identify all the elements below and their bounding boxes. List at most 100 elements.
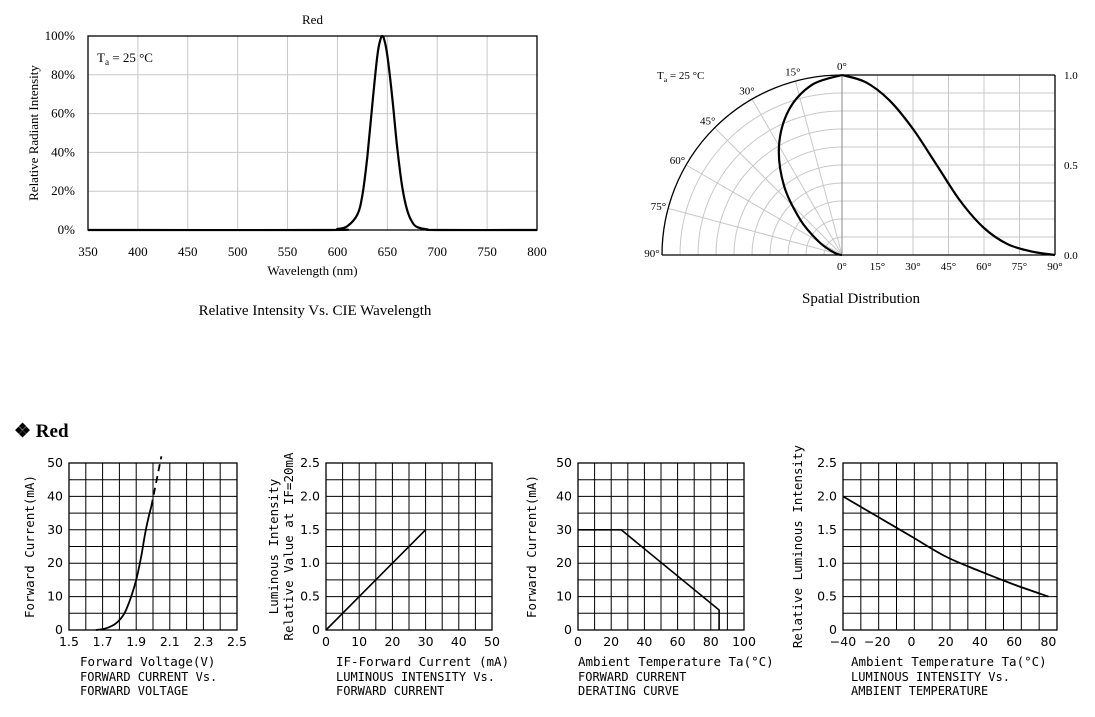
- data-curve: [325, 529, 427, 631]
- y-tick-label: 0.5: [1064, 160, 1078, 172]
- y-axis-label: Relative Luminous Intensity: [790, 444, 805, 648]
- x-tick-label: 75°: [1012, 261, 1027, 273]
- x-tick-label: −40: [830, 634, 856, 649]
- polar-outer-arc: [661, 74, 843, 256]
- y-tick-label: 30: [47, 522, 63, 537]
- x-tick-label: 40: [972, 634, 988, 649]
- chart-caption: LUMINOUS INTENSITY Vs.: [851, 670, 1010, 684]
- spectrum-curve: [87, 34, 538, 232]
- y-tick-label: 0.5: [817, 589, 837, 604]
- x-tick-label: 450: [178, 244, 198, 259]
- x-tick-label: 0: [322, 634, 330, 649]
- angle-label: 30°: [739, 85, 754, 97]
- x-tick-label: 60: [1006, 634, 1022, 649]
- x-axis-label: Ambient Temperature Ta(°C): [578, 654, 774, 669]
- y-tick-label: 60%: [51, 106, 75, 121]
- y-axis-label: Forward Current(mA): [22, 475, 37, 618]
- x-tick-label: 650: [378, 244, 398, 259]
- x-tick-label: 60°: [976, 261, 991, 273]
- y-tick-label: 0.5: [300, 589, 320, 604]
- x-tick-label: 750: [477, 244, 497, 259]
- y-tick-label: 1.0: [1064, 70, 1078, 82]
- polar-lobe-curve: [777, 73, 843, 257]
- y-tick-label: 20: [47, 555, 63, 570]
- y-tick-label: 100%: [45, 28, 76, 43]
- diamond-bullet-icon: ❖: [14, 421, 32, 442]
- y-tick-label: 0.0: [1064, 250, 1078, 262]
- x-tick-label: 40: [451, 634, 467, 649]
- chart-caption: DERATING CURVE: [578, 684, 679, 698]
- y-axis-label: Relative Value at IF=20mA: [281, 452, 296, 641]
- grid-radial: [751, 98, 843, 256]
- y-axis-label: Forward Current(mA): [524, 475, 539, 618]
- x-tick-label: 350: [78, 244, 98, 259]
- data-curve: [842, 495, 1049, 598]
- chart-caption: Spatial Distribution: [802, 291, 920, 307]
- y-tick-label: 2.5: [300, 455, 320, 470]
- x-tick-label: 0°: [837, 261, 847, 273]
- x-tick-label: 800: [527, 244, 547, 259]
- plot-frame: [577, 462, 745, 631]
- y-tick-label: 0: [829, 622, 837, 637]
- x-tick-label: 1.5: [59, 634, 79, 649]
- x-axis-label: Wavelength (nm): [267, 263, 357, 278]
- angle-label: 0°: [837, 61, 847, 73]
- data-curve: [95, 506, 153, 631]
- y-axis-label: Relative Radiant Intensity: [26, 65, 41, 201]
- x-tick-label: 2.5: [227, 634, 247, 649]
- grid-radial: [794, 81, 843, 256]
- y-tick-label: 40%: [51, 144, 75, 159]
- chart-title: Red: [302, 12, 323, 27]
- x-tick-label: 1.9: [126, 634, 146, 649]
- y-tick-label: 20: [556, 555, 572, 570]
- grid-radial: [668, 207, 843, 256]
- x-tick-label: 2.3: [193, 634, 213, 649]
- plot-frame: [68, 462, 238, 631]
- y-tick-label: 20%: [51, 183, 75, 198]
- y-tick-label: 2.0: [300, 488, 320, 503]
- x-tick-label: 500: [228, 244, 248, 259]
- y-tick-label: 1.5: [817, 522, 837, 537]
- x-tick-label: 30: [418, 634, 434, 649]
- angle-label: 15°: [785, 66, 800, 78]
- y-tick-label: 1.0: [817, 555, 837, 570]
- x-tick-label: 400: [128, 244, 148, 259]
- x-tick-label: 0: [908, 634, 916, 649]
- x-tick-label: 30°: [905, 261, 920, 273]
- x-tick-label: 700: [427, 244, 447, 259]
- x-tick-label: 20: [938, 634, 954, 649]
- y-tick-label: 40: [47, 488, 63, 503]
- x-tick-label: 90°: [1047, 261, 1062, 273]
- y-tick-label: 2.0: [817, 488, 837, 503]
- section-title: Red: [35, 421, 69, 442]
- x-axis-label: Ambient Temperature Ta(°C): [851, 654, 1047, 669]
- y-axis-label: Luminous Intensity: [266, 478, 281, 614]
- chart-caption: FORWARD CURRENT: [336, 684, 444, 698]
- chart-caption: LUMINOUS INTENSITY Vs.: [336, 670, 495, 684]
- y-tick-label: 10: [47, 589, 63, 604]
- x-axis-label: IF-Forward Current (mA): [336, 654, 509, 669]
- y-tick-label: 1.0: [300, 555, 320, 570]
- temperature-annotation: Ta = 25 °C: [657, 70, 704, 84]
- x-tick-label: 10: [351, 634, 367, 649]
- y-tick-label: 1.5: [300, 522, 320, 537]
- temperature-annotation: Ta = 25 °C: [97, 50, 153, 67]
- x-tick-label: 600: [328, 244, 348, 259]
- x-tick-label: 20: [384, 634, 400, 649]
- y-tick-label: 50: [556, 455, 572, 470]
- x-tick-label: 80: [1040, 634, 1056, 649]
- angle-label: 60°: [670, 155, 685, 167]
- y-tick-label: 0%: [58, 222, 76, 237]
- x-tick-label: 0: [574, 634, 582, 649]
- x-tick-label: 550: [278, 244, 298, 259]
- y-tick-label: 2.5: [817, 455, 837, 470]
- chart-caption: Relative Intensity Vs. CIE Wavelength: [199, 303, 432, 319]
- x-tick-label: 1.7: [93, 634, 113, 649]
- x-tick-label: −20: [864, 634, 890, 649]
- x-tick-label: 40: [636, 634, 652, 649]
- y-tick-label: 10: [556, 589, 572, 604]
- x-tick-label: 100: [732, 634, 756, 649]
- angle-label: 45°: [700, 116, 715, 128]
- x-tick-label: 20: [603, 634, 619, 649]
